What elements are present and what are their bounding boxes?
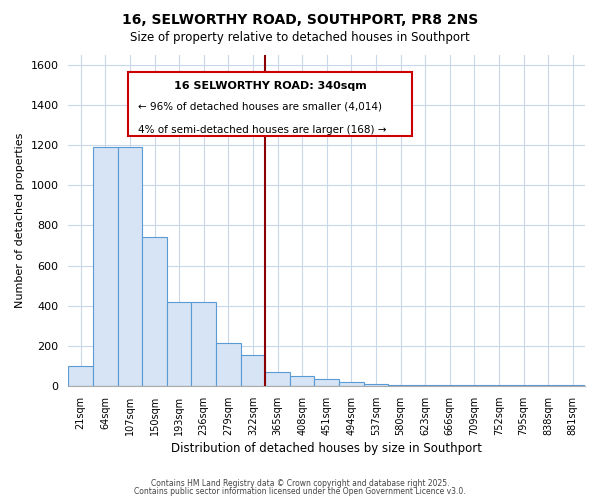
Y-axis label: Number of detached properties: Number of detached properties (15, 132, 25, 308)
Bar (68, 366, 93, 386)
Text: 16 SELWORTHY ROAD: 340sqm: 16 SELWORTHY ROAD: 340sqm (173, 80, 366, 90)
Bar (339, 382, 364, 386)
Bar (142, 238, 167, 386)
Bar (364, 384, 388, 386)
Bar (241, 355, 265, 386)
Bar (118, 147, 142, 386)
Bar (216, 342, 241, 386)
Bar (167, 302, 191, 386)
Bar (265, 372, 290, 386)
Bar (290, 376, 314, 386)
Bar (191, 302, 216, 386)
Bar (93, 147, 118, 386)
Text: Size of property relative to detached houses in Southport: Size of property relative to detached ho… (130, 31, 470, 44)
Text: Contains public sector information licensed under the Open Government Licence v3: Contains public sector information licen… (134, 488, 466, 496)
Bar (413, 385, 437, 386)
Text: 16, SELWORTHY ROAD, SOUTHPORT, PR8 2NS: 16, SELWORTHY ROAD, SOUTHPORT, PR8 2NS (122, 12, 478, 26)
Bar (314, 379, 339, 386)
Bar (437, 385, 462, 386)
Text: Contains HM Land Registry data © Crown copyright and database right 2025.: Contains HM Land Registry data © Crown c… (151, 478, 449, 488)
X-axis label: Distribution of detached houses by size in Southport: Distribution of detached houses by size … (171, 442, 482, 455)
FancyBboxPatch shape (128, 72, 412, 136)
Bar (388, 385, 413, 386)
Text: ← 96% of detached houses are smaller (4,014): ← 96% of detached houses are smaller (4,… (138, 102, 382, 112)
Text: 4% of semi-detached houses are larger (168) →: 4% of semi-detached houses are larger (1… (138, 124, 386, 134)
